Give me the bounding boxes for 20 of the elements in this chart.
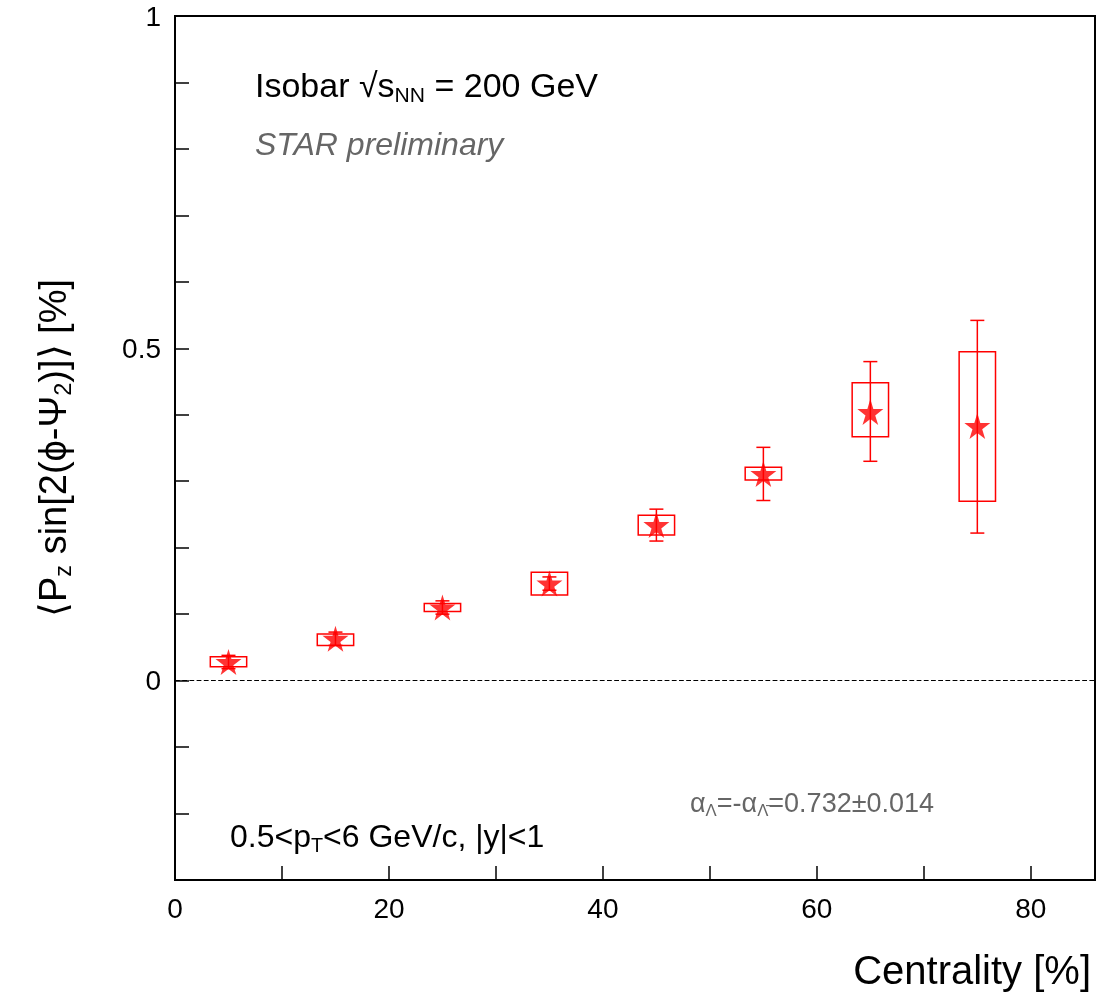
point [750,460,777,487]
point [215,649,242,676]
x-tick-label: 60 [801,892,833,924]
point [429,594,456,621]
text: STAR preliminary [255,125,506,162]
bar [637,514,676,536]
x-axis-title: Centrality [%] [853,948,1091,992]
x-tick-label: 80 [1015,892,1047,924]
x-tick-label: 20 [373,892,405,924]
x-tick-label: 0 [167,892,183,924]
y-tick-label: 0.5 [122,332,161,364]
point [536,570,563,597]
point [964,413,991,440]
point [322,625,349,652]
x-tick-label: 40 [587,892,619,924]
bar [530,571,569,596]
y-axis-title: ⟨Pz sin[2(ϕ-Ψ2)]⟩ [%] [31,278,76,618]
y-tick-label: 0 [145,665,161,697]
point [643,512,670,539]
y-tick-label: 1 [145,0,161,32]
